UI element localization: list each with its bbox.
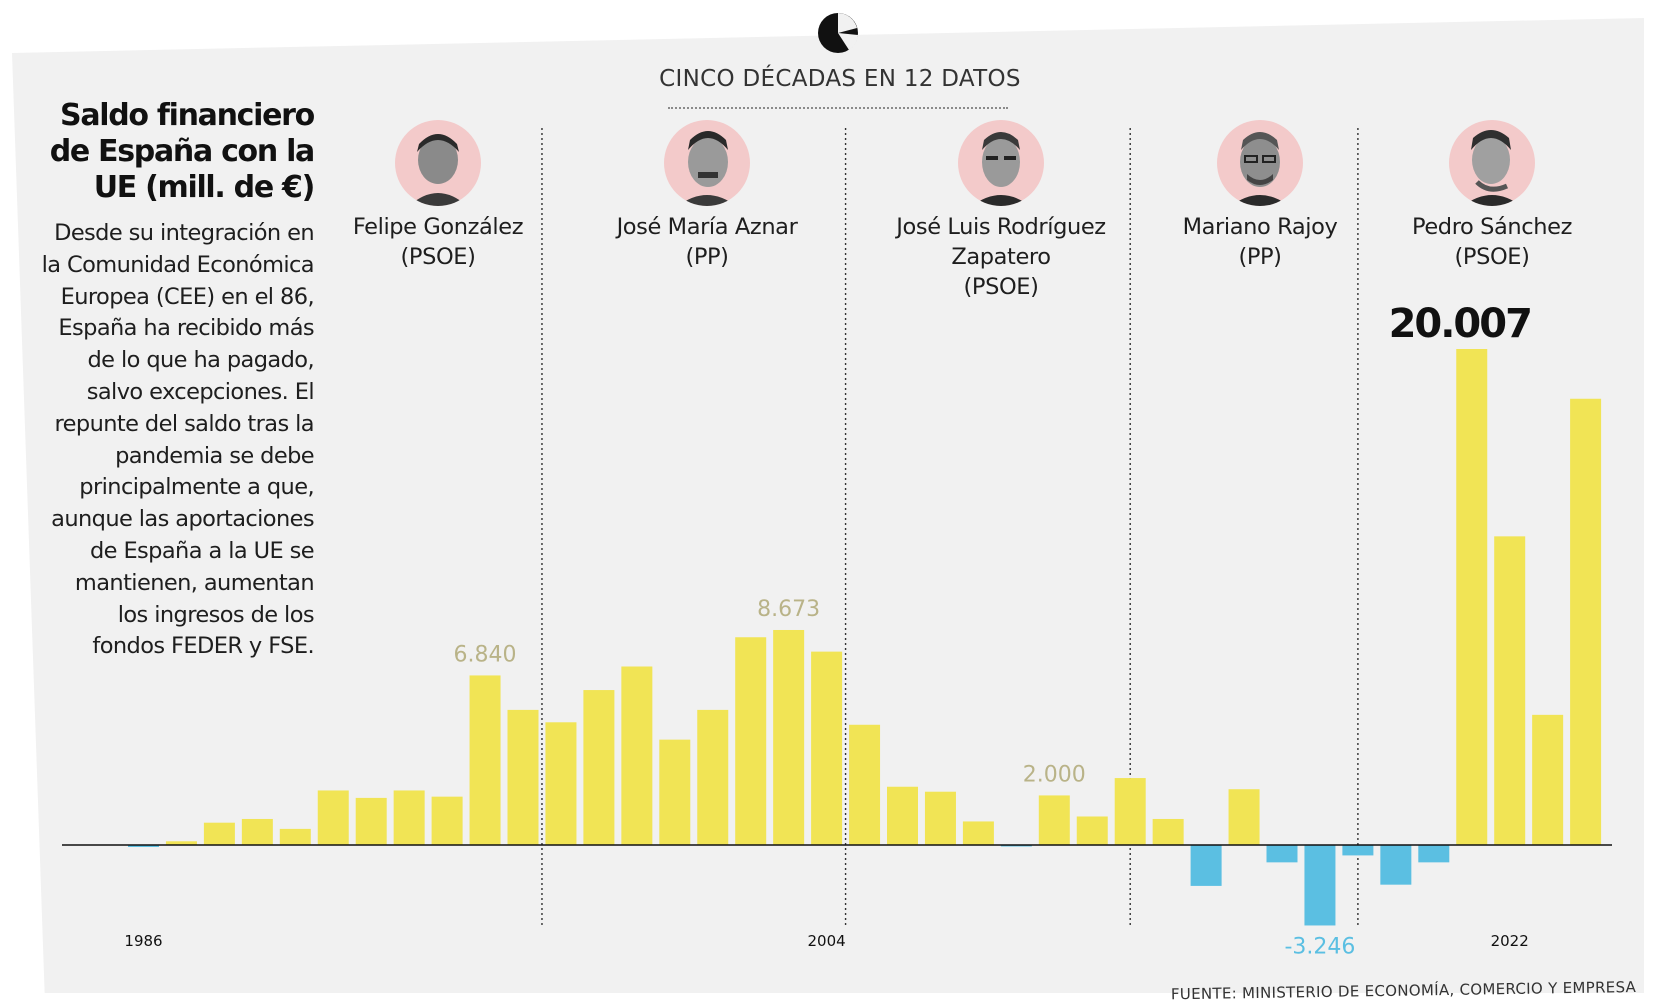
bar-2011 [1076,816,1108,845]
portrait-jose-maria-aznar [664,120,750,206]
value-label-2003: 8.673 [757,597,820,622]
bar-2024 [1570,398,1602,845]
leader-party: (PP) [1238,244,1282,270]
bar-1995 [469,675,501,845]
leader-pedro-sanchez: Pedro Sánchez (PSOE) [1367,120,1617,272]
bar-2002 [735,637,767,845]
leader-jose-maria-aznar: José María Aznar (PP) [582,120,832,272]
leader-party: (PSOE) [1454,244,1530,270]
leader-mariano-rajoy: Mariano Rajoy (PP) [1135,120,1385,272]
leader-name: Pedro Sánchez [1412,214,1572,240]
bar-2016 [1266,845,1298,863]
x-tick-label-2022: 2022 [1491,932,1529,950]
portrait-pedro-sanchez [1449,120,1535,206]
bar-1992 [355,797,387,845]
bar-2021 [1456,349,1488,845]
bar-1997 [545,722,577,845]
bar-2018 [1342,845,1374,856]
bar-1996 [507,709,539,845]
portrait-jose-luis-rodriguez-zapatero [958,120,1044,206]
leader-felipe-gonzalez: Felipe González (PSOE) [313,120,563,272]
header-label: CINCO DÉCADAS EN 12 DATOS [659,66,1021,92]
bar-1989 [241,818,273,845]
bar-1990 [279,828,311,845]
leader-party: (PP) [685,244,729,270]
bar-2008 [962,821,994,845]
bar-1986 [128,845,159,847]
bar-1999 [621,666,653,845]
chart-title: Saldo financiero de España con la UE (mi… [49,98,316,205]
bar-2006 [887,786,918,845]
bar-2023 [1532,714,1564,845]
x-tick-label-2004: 2004 [808,932,846,950]
bar-1988 [203,822,235,845]
header-divider [668,107,1008,109]
bar-1993 [393,790,425,845]
leader-name: José Luis Rodríguez Zapatero [896,214,1106,270]
bar-2010 [1038,795,1070,845]
bar-2017 [1304,845,1336,926]
bar-2004 [811,651,843,845]
leader-jose-luis-rodriguez-zapatero: José Luis Rodríguez Zapatero (PSOE) [876,120,1126,302]
bar-2007 [924,791,956,845]
bar-1998 [583,690,615,845]
leader-name: Mariano Rajoy [1182,214,1338,240]
portrait-mariano-rajoy [1217,120,1303,206]
x-tick-label-1986: 1986 [124,932,162,950]
portrait-felipe-gonzalez [395,120,481,206]
leader-name: Felipe González [352,214,524,240]
leader-party: (PSOE) [963,274,1039,300]
leader-name: José María Aznar [616,214,798,240]
bar-2013 [1152,818,1184,845]
bar-2015 [1228,789,1260,845]
pie-chart-icon [818,13,858,53]
bar-2001 [697,709,729,845]
value-label-2021: 20.007 [1389,301,1531,347]
bar-2022 [1494,536,1526,845]
bar-2005 [849,724,881,845]
bar-2000 [659,739,691,845]
leader-party: (PSOE) [400,244,476,270]
value-label-2010: 2.000 [1023,762,1086,787]
bar-2019 [1380,845,1412,885]
bar-2020 [1418,845,1450,863]
chart-description: Desde su integración en la Comunidad Eco… [41,220,315,660]
bar-1991 [317,790,349,845]
bar-1994 [431,796,463,845]
value-label-1995: 6.840 [454,642,517,667]
bar-2003 [773,629,805,845]
bar-1987 [165,841,197,845]
value-label-2017: -3.246 [1284,934,1355,959]
bar-2014 [1190,845,1222,886]
bar-2012 [1114,778,1146,845]
